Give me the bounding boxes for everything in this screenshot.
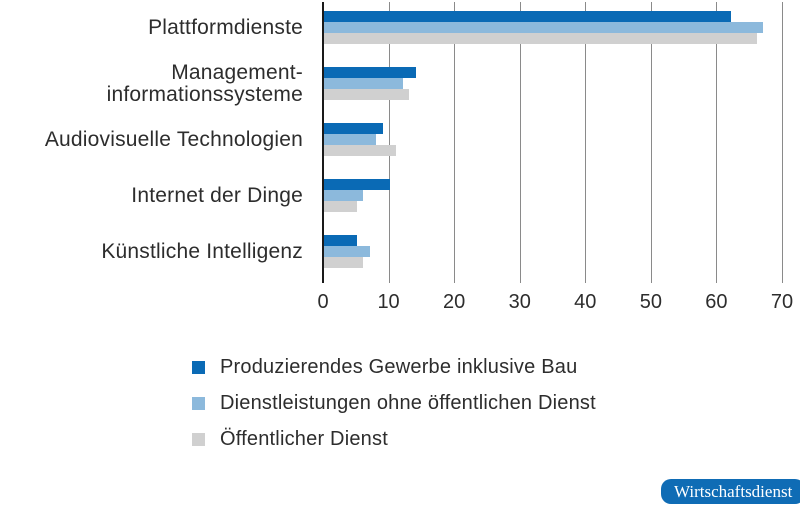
x-tick-label-0: 0 [317, 291, 329, 313]
x-tick-label-20: 20 [443, 291, 466, 313]
gridline-20 [454, 2, 456, 283]
plot-area [322, 2, 783, 283]
category-label-1: Plattformdienste [0, 15, 303, 39]
bar-4-series-3 [324, 201, 357, 212]
legend-swatch-icon [192, 361, 205, 374]
category-label-line: informationssysteme [106, 82, 303, 106]
bar-4-series-2 [324, 190, 364, 201]
category-label-line: Plattformdienste [148, 15, 303, 39]
gridline-50 [650, 2, 652, 283]
legend-label: Öffentlicher Dienst [220, 428, 388, 450]
legend-item-3: Öffentlicher Dienst [192, 428, 596, 451]
bar-3-series-1 [324, 123, 383, 134]
x-tick-label-60: 60 [705, 291, 728, 313]
x-tick-label-10: 10 [377, 291, 400, 313]
legend-label: Produzierendes Gewerbe inklusive Bau [220, 356, 578, 378]
legend-item-1: Produzierendes Gewerbe inklusive Bau [192, 356, 596, 379]
x-tick-label-50: 50 [639, 291, 662, 313]
gridline-60 [716, 2, 718, 283]
legend-swatch-icon [192, 433, 205, 446]
bar-1-series-1 [324, 11, 731, 22]
brand-badge: Wirtschaftsdienst [661, 479, 800, 504]
y-axis-line [322, 2, 324, 283]
x-tick-label-40: 40 [574, 291, 597, 313]
category-label-line: Management- [171, 60, 303, 84]
category-label-line: Audiovisuelle Technologien [44, 127, 303, 151]
category-label-line: Internet der Dinge [131, 183, 303, 207]
legend-swatch-icon [192, 397, 205, 410]
x-tick-label-30: 30 [508, 291, 531, 313]
bar-2-series-1 [324, 67, 416, 78]
bar-5-series-1 [324, 235, 357, 246]
category-label-line: Künstliche Intelligenz [101, 239, 303, 263]
x-tick-label-70: 70 [770, 291, 794, 313]
category-label-4: Internet der Dinge [0, 183, 303, 207]
brand-badge-label: Wirtschaftsdienst [674, 482, 793, 501]
category-label-2: Management-informationssysteme [0, 60, 303, 106]
bar-3-series-2 [324, 134, 377, 145]
bar-5-series-2 [324, 246, 370, 257]
category-label-3: Audiovisuelle Technologien [0, 127, 303, 151]
bar-2-series-2 [324, 78, 403, 89]
legend-item-2: Dienstleistungen ohne öffentlichen Diens… [192, 392, 596, 415]
bar-1-series-3 [324, 33, 757, 44]
legend: Produzierendes Gewerbe inklusive Bau Dien… [192, 356, 596, 464]
gridline-10 [388, 2, 390, 283]
legend-label: Dienstleistungen ohne öffentlichen Diens… [220, 392, 596, 414]
bar-4-series-1 [324, 179, 390, 190]
gridline-70 [782, 2, 783, 283]
gridline-40 [585, 2, 587, 283]
bar-1-series-2 [324, 22, 764, 33]
bar-5-series-3 [324, 257, 364, 268]
gridline-30 [519, 2, 521, 283]
bar-3-series-3 [324, 145, 397, 156]
category-label-5: Künstliche Intelligenz [0, 239, 303, 263]
bar-2-series-3 [324, 89, 410, 100]
